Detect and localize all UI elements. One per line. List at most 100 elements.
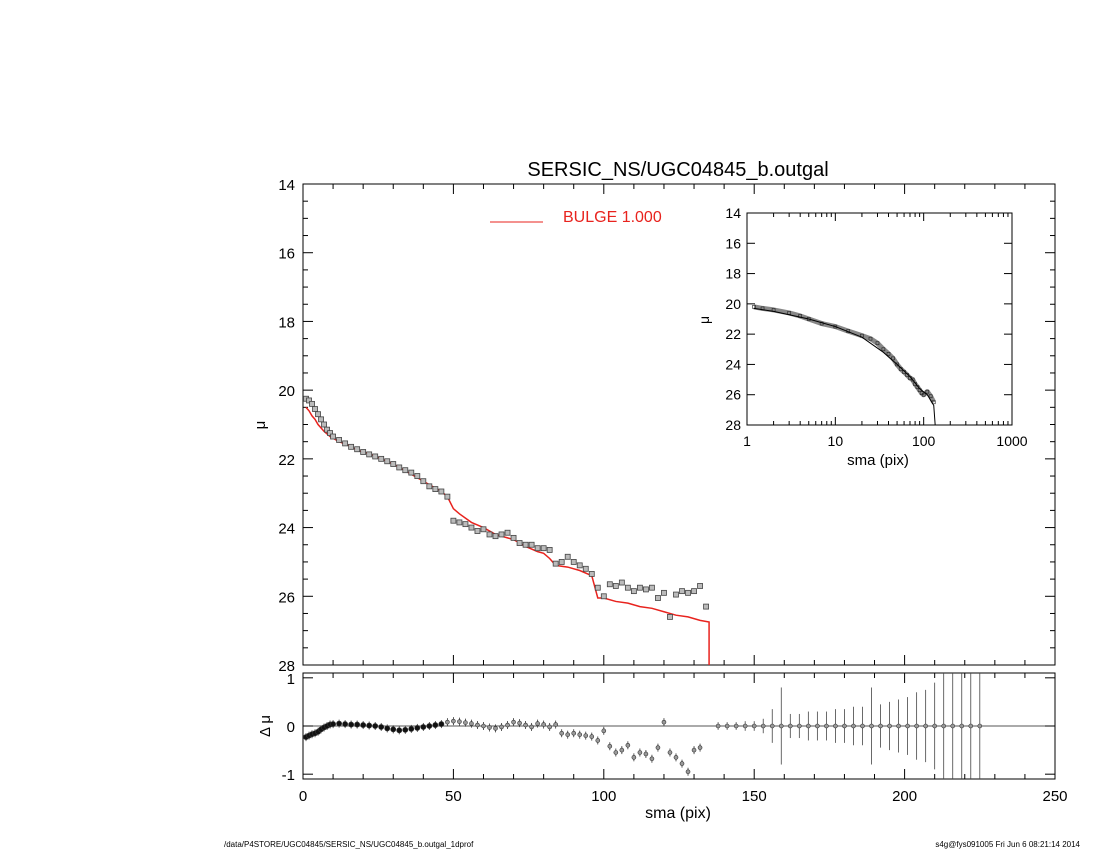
main-y-tick-label: 22 — [278, 452, 295, 469]
inset-y-tick-label: 14 — [725, 205, 741, 221]
residual-point — [661, 719, 667, 725]
data-point — [636, 584, 643, 591]
residual-point — [547, 724, 552, 730]
data-point — [390, 461, 397, 467]
inset-data-point — [921, 392, 926, 397]
residual-point — [571, 730, 577, 736]
data-point — [318, 416, 324, 423]
data-point — [552, 560, 559, 567]
residual-point — [565, 732, 571, 737]
data-point — [655, 595, 661, 601]
residual-point — [499, 724, 504, 730]
data-point — [697, 583, 703, 589]
residual-point — [481, 723, 486, 729]
residual-point — [529, 724, 534, 730]
residual-point — [595, 738, 601, 743]
residual-point — [457, 719, 462, 724]
residual-point — [378, 724, 385, 730]
residual-point — [414, 725, 421, 731]
residual-point — [402, 726, 409, 733]
residual-point — [336, 720, 342, 727]
legend-label: BULGE 1.000 — [563, 209, 662, 226]
data-point — [426, 483, 433, 490]
residual-point — [426, 723, 433, 729]
data-point — [354, 446, 361, 453]
residual-point — [649, 756, 655, 762]
inset-y-tick-label: 28 — [725, 417, 741, 433]
data-point — [649, 584, 655, 591]
data-point — [643, 586, 649, 593]
inset-model-line — [753, 307, 936, 426]
data-point — [679, 588, 685, 595]
data-point — [630, 588, 637, 595]
inset-data-point — [875, 341, 880, 346]
inset-y-tick-label: 26 — [725, 387, 741, 403]
residual-point — [463, 720, 468, 725]
inset-data-point — [925, 389, 930, 394]
residual-point — [806, 723, 811, 729]
residual-point — [887, 723, 892, 729]
residual-point — [977, 723, 983, 729]
residual-point — [475, 722, 480, 728]
data-point — [588, 571, 595, 577]
residual-point — [679, 761, 685, 766]
data-point — [570, 559, 577, 565]
residual-point — [469, 721, 474, 726]
residual-point — [372, 723, 379, 729]
data-point — [372, 453, 379, 460]
data-point — [576, 562, 583, 569]
footer-filepath: /data/P4STORE/UGC04845/SERSIC_NS/UGC0484… — [224, 840, 474, 849]
main-y-tick-label: 20 — [278, 383, 295, 400]
residual-point — [691, 747, 697, 753]
residual-point — [559, 730, 564, 736]
residual-point — [733, 723, 739, 729]
residual-point — [697, 745, 703, 750]
bulge-model-line — [305, 406, 710, 665]
residual-point — [505, 722, 510, 728]
residual-point — [905, 723, 910, 729]
inset-data-point — [881, 347, 886, 352]
inset-x-tick-label: 1000 — [996, 433, 1027, 449]
residual-point — [420, 724, 427, 730]
residual-point — [824, 723, 829, 729]
data-point — [540, 545, 547, 552]
data-point — [703, 603, 709, 610]
inset-panel: 14 16 18 20 22 24 26 281 10 100 1000 sma (pix) μ — [696, 205, 1028, 469]
data-point — [336, 437, 342, 443]
inset-data-point — [886, 352, 891, 356]
main-panel: 14 16 18 20 22 24 26 28 μ BULGE 1.000 — [252, 177, 1056, 675]
residual-point — [815, 723, 820, 729]
data-point — [462, 521, 469, 528]
data-point — [624, 584, 631, 591]
residual-point — [968, 723, 974, 729]
residual-point — [751, 723, 757, 729]
residual-point — [842, 723, 847, 729]
data-point — [384, 458, 391, 465]
inset-y-tick-label: 16 — [725, 235, 741, 251]
residual-y-tick-label: 1 — [287, 671, 295, 688]
data-point — [438, 488, 445, 495]
main-y-axis-label: μ — [252, 421, 269, 430]
data-point — [450, 517, 457, 524]
data-point — [321, 421, 327, 428]
residual-point — [330, 721, 336, 727]
residual-point — [787, 723, 793, 729]
main-y-tick-label: 14 — [278, 177, 295, 194]
residual-point — [541, 722, 546, 727]
residual-point — [348, 721, 355, 728]
data-point — [564, 553, 571, 560]
data-point — [324, 426, 330, 433]
residual-point — [390, 726, 397, 733]
main-y-tick-label: 16 — [278, 246, 295, 263]
data-point — [327, 430, 333, 436]
data-point — [691, 588, 697, 595]
residual-point — [860, 723, 865, 729]
data-point — [594, 584, 601, 591]
main-y-tick-label: 28 — [278, 658, 295, 675]
data-point — [612, 583, 619, 589]
residual-point — [797, 723, 802, 729]
residual-point — [742, 723, 748, 729]
data-point — [504, 529, 511, 536]
residual-point — [631, 755, 637, 760]
